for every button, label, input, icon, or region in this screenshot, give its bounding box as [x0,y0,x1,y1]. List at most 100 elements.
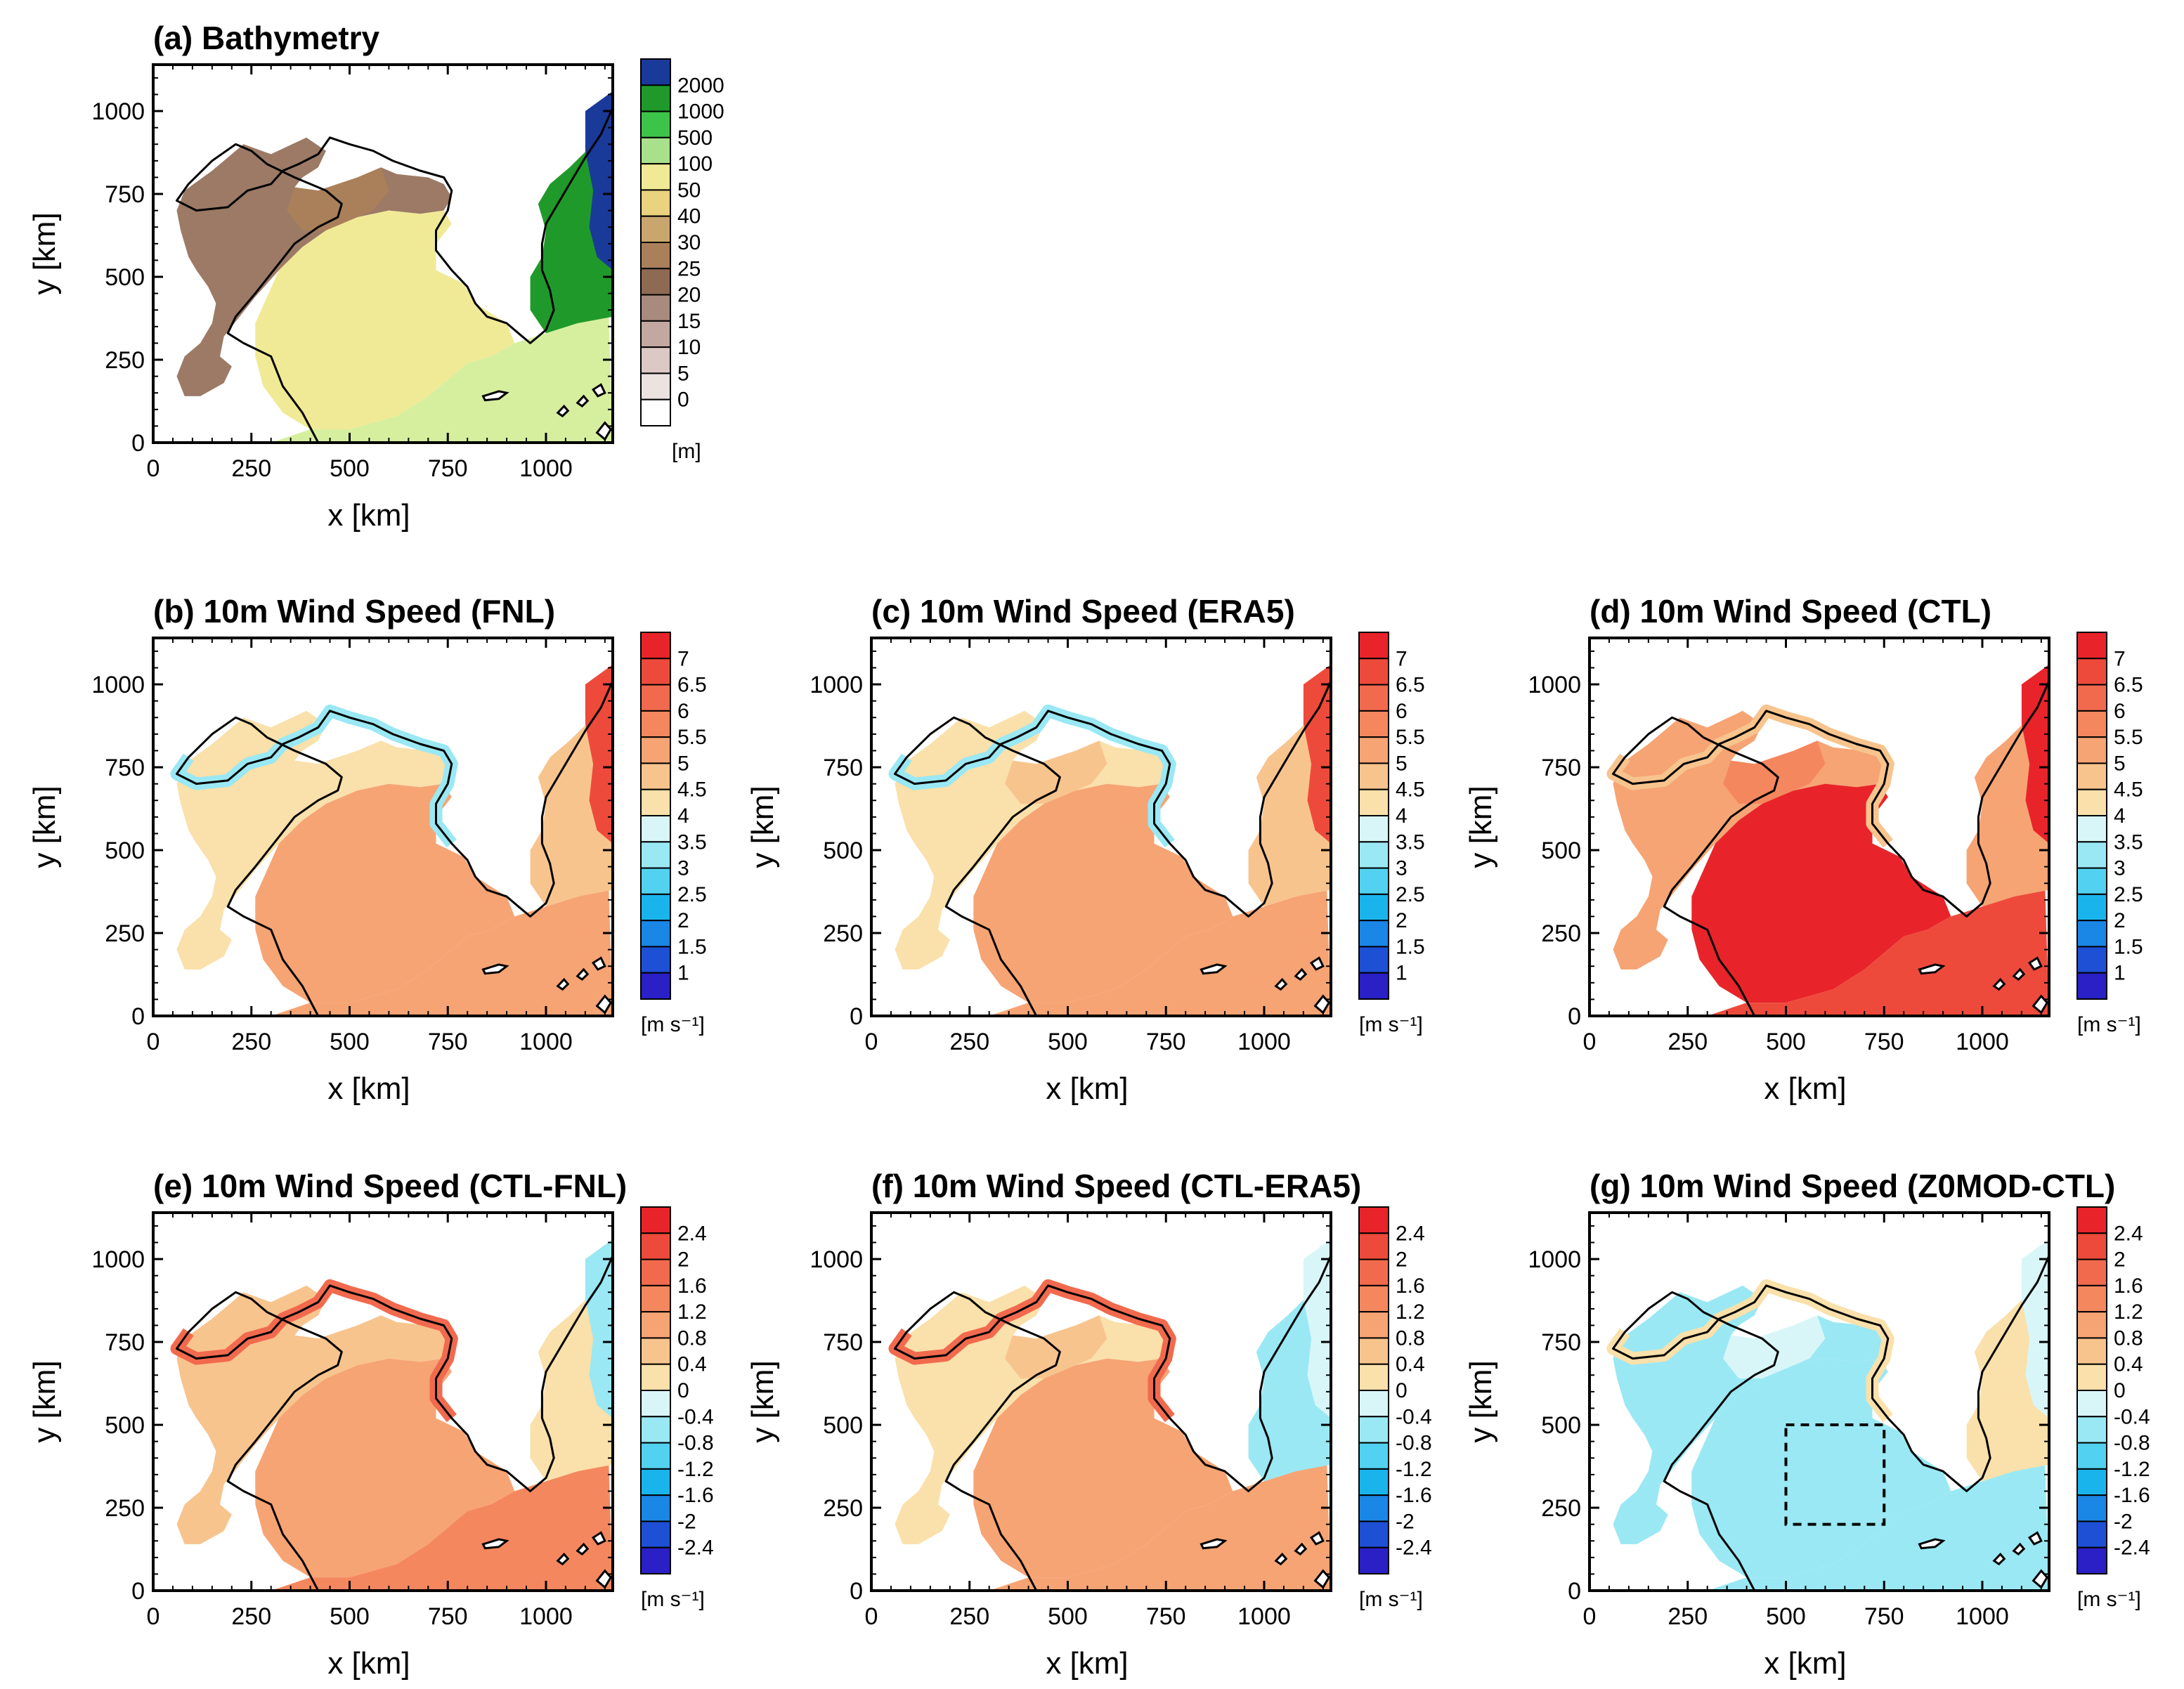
colorbar-label: 0.8 [677,1326,707,1350]
colorbar-label: 20 [677,284,701,307]
panel-title: (d) 10m Wind Speed (CTL) [1590,593,1991,630]
colorbar-swatch [2076,1258,2107,1286]
island [1274,1552,1288,1566]
colorbar-swatch [1358,1520,1389,1548]
island [556,977,570,991]
island [556,404,570,418]
colorbar-label: 2 [677,1248,689,1272]
colorbar-swatch [2076,1363,2107,1391]
colorbar-unit: [m s⁻¹] [2077,1013,2141,1036]
sea-region-central [973,1358,1233,1578]
colorbar-swatch [640,684,671,712]
island [481,1538,509,1550]
island [591,383,606,398]
colorbar-swatch [640,867,671,895]
island [1992,977,2006,991]
colorbar-swatch [2076,1206,2107,1234]
panel-title: (g) 10m Wind Speed (Z0MOD-CTL) [1590,1168,2115,1204]
colorbar-label: -0.8 [1396,1432,1432,1455]
island [1294,967,1308,982]
panel-g: (g) 10m Wind Speed (Z0MOD-CTL) 0 250 500 750… [1464,1168,2150,1681]
x-axis-label: x [km] [1046,1646,1128,1681]
x-tick-label: 250 [231,1029,271,1055]
y-tick-label: 0 [850,1578,863,1605]
colorbar-swatch [2076,1232,2107,1260]
colorbar-label: 7 [677,647,689,670]
colorbar-swatch [640,1284,671,1313]
colorbar-swatch [640,1416,671,1444]
y-tick-label: 1000 [91,1246,145,1273]
colorbar-label: 1.5 [1396,935,1425,958]
y-tick-label: 500 [823,837,863,864]
colorbar-label: 3 [2114,857,2126,880]
colorbar-swatch [1358,893,1389,922]
colorbar-swatch [2076,972,2107,1000]
colorbar-label: 0.4 [677,1353,707,1376]
y-tick-label: 500 [105,1412,145,1439]
island [1200,963,1228,975]
colorbar-label: 6 [677,700,689,723]
map-field [871,638,1331,1016]
colorbar-swatch [640,632,671,660]
colorbar: 2.4 21.61.20.8 0.4 0 -0.4 -0.8 -1.2 -1.6 -2 -2.4 [… [1358,1206,1432,1611]
colorbar-label: 2.5 [2114,883,2143,906]
coastline [1612,680,2049,1016]
panel-title: (c) 10m Wind Speed (ERA5) [871,593,1295,630]
x-tick-label: 0 [865,1603,878,1630]
sea-region-bohai [1723,1315,1826,1378]
sea-region-west [1613,1285,1888,1544]
x-tick-label: 750 [1146,1029,1186,1055]
colorbar-swatch [2076,1337,2107,1365]
colorbar-label: 2.4 [2114,1222,2143,1245]
colorbar-unit: [m s⁻¹] [1359,1588,1423,1611]
y-tick-label: 250 [823,1495,863,1522]
sea-region-bohai [287,1315,389,1378]
colorbar-swatch [640,815,671,843]
y-tick-label: 0 [1568,1003,1581,1030]
map-field [153,65,613,443]
map-field [153,1213,613,1591]
island [576,1542,590,1556]
island [576,967,590,982]
colorbar-swatch [640,215,671,244]
y-tick-label: 0 [1568,1578,1581,1605]
colorbar-swatch [640,762,671,790]
x-tick-label: 750 [1864,1603,1904,1630]
colorbar-swatch [1358,658,1389,686]
colorbar-swatch [1358,972,1389,1000]
x-tick-label: 0 [865,1029,878,1055]
x-tick-label: 1000 [519,1029,573,1055]
colorbar-label: 0.8 [2114,1326,2143,1350]
colorbar-label: 1.5 [2114,935,2143,958]
y-tick-label: 500 [1541,837,1581,864]
island [1309,956,1325,971]
colorbar: 2.4 21.61.20.8 0.4 0 -0.4 -0.8 -1.2 -1.6 -2 -2.4 [… [640,1206,714,1611]
colorbar-label: 6.5 [677,674,707,697]
colorbar-label: 3 [1396,857,1408,880]
colorbar-swatch [640,1232,671,1260]
y-tick-label: 0 [131,430,145,457]
colorbar-label: 6 [1396,700,1408,723]
colorbar-unit: [m s⁻¹] [641,1013,705,1036]
colorbar-label: 1.5 [677,935,707,958]
colorbar-swatch [2076,1520,2107,1548]
x-axis-label: x [km] [1046,1071,1128,1106]
colorbar-label: 5.5 [677,726,707,749]
y-tick-label: 750 [105,1329,145,1356]
colorbar-label: 2.4 [1396,1222,1425,1245]
colorbar-label: -2.4 [1396,1537,1432,1560]
y-tick-label: 0 [131,1578,145,1605]
colorbar-swatch [640,1206,671,1234]
colorbar: 7 6.5 6 5.5 5 4.543.5 3 2.5 2 1.5 1 [m s⁻¹] [640,632,707,1036]
colorbar-label: 4.5 [677,778,707,802]
colorbar-unit: [m s⁻¹] [1359,1013,1423,1036]
x-axis-label: x [km] [327,1071,410,1106]
colorbar-label: 7 [2114,647,2126,670]
colorbar-label: -2.4 [2114,1537,2150,1560]
colorbar-swatch [2076,841,2107,869]
colorbar-label: 0 [677,389,689,412]
colorbar-swatch [1358,815,1389,843]
colorbar-swatch [1358,1416,1389,1444]
colorbar-swatch [640,110,671,138]
